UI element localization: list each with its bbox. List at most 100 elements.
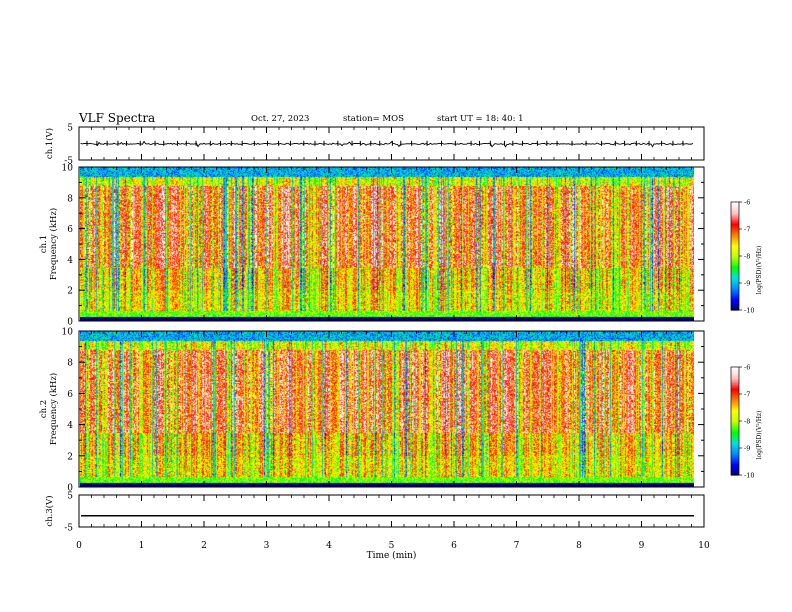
x-tick-label: 10: [698, 541, 710, 551]
colorbar-segment: [731, 229, 739, 232]
colorbar-segment: [731, 448, 739, 451]
colorbar-segment: [731, 243, 739, 246]
colorbar-segment: [731, 211, 739, 214]
ch1-spectrogram-panel: 0 2 4 6 8 10 ch.1 Frequency (kHz): [39, 164, 705, 328]
colorbar-segment: [731, 440, 739, 444]
y-tick-label: 8: [67, 194, 73, 204]
x-tick-label: 1: [139, 541, 145, 551]
colorbar-segment: [731, 395, 739, 399]
colorbar-segment: [731, 279, 739, 282]
colorbar-segment: [731, 406, 739, 409]
chart-title: VLF Spectra: [79, 111, 156, 125]
colorbar-segment: [731, 458, 739, 462]
colorbar-segment: [731, 421, 739, 424]
colorbar-segment: [731, 297, 739, 300]
colorbar-segment: [731, 245, 739, 248]
colorbar-segment: [731, 265, 739, 268]
y-tick-label: 8: [67, 359, 73, 369]
colorbar-segment: [731, 379, 739, 382]
colorbar-label: log(PSD)(V²/Hz): [756, 246, 763, 295]
colorbar-segment: [731, 370, 739, 373]
colorbar-segment: [731, 381, 739, 384]
x-tick-label: 3: [264, 541, 270, 551]
colorbar-tick-label: -10: [744, 472, 754, 480]
colorbar-segment: [731, 261, 739, 264]
colorbar-segment: [731, 263, 739, 266]
colorbar-segment: [731, 435, 739, 438]
ch3-waveform-panel: 5 -5 ch.3(V): [44, 492, 705, 534]
y-axis-label-channel: ch.1: [39, 235, 49, 253]
ch2-spectrogram-panel: 0 2 4 6 8 10 ch.2 Frequency (kHz): [39, 328, 705, 494]
colorbar-segment: [731, 221, 739, 225]
colorbar-segment: [731, 388, 739, 391]
colorbar-segment: [731, 232, 739, 235]
colorbar-segment: [731, 437, 739, 440]
ch1-voltage-trace: [80, 140, 694, 148]
colorbar-segment: [731, 368, 739, 372]
colorbar-segment: [731, 439, 739, 442]
y-tick-label: 10: [62, 328, 74, 338]
colorbar-tick-label: -8: [744, 418, 750, 426]
colorbar-segment: [731, 383, 739, 386]
colorbar-segment: [731, 301, 739, 304]
colorbar-segment: [731, 431, 739, 435]
y-tick-label: 2: [67, 287, 73, 297]
colorbar-segment: [731, 241, 739, 244]
colorbar-segment: [731, 238, 739, 241]
colorbar-segment: [731, 386, 739, 390]
colorbar-segment: [731, 227, 739, 230]
colorbar-segment: [731, 283, 739, 286]
colorbar-segment: [731, 259, 739, 262]
colorbar-segment: [731, 274, 739, 277]
x-axis-label: Time (min): [367, 550, 417, 561]
x-tick-label: 5: [389, 541, 395, 551]
colorbar-segment: [731, 257, 739, 261]
date-label: Oct. 27, 2023: [251, 114, 310, 124]
colorbar-segment: [731, 464, 739, 467]
colorbar-segment: [731, 473, 739, 476]
colorbar-segment: [731, 408, 739, 411]
colorbar-segment: [731, 306, 739, 309]
colorbar-tick-label: -9: [744, 445, 750, 453]
colorbar-segment: [731, 272, 739, 275]
colorbar-segment: [731, 268, 739, 271]
colorbar-segment: [731, 374, 739, 377]
colorbar-segment: [731, 377, 739, 381]
spectrogram-image: [80, 331, 694, 487]
colorbar-segment: [731, 254, 739, 257]
colorbar-segment: [731, 444, 739, 447]
colorbar-segment: [731, 256, 739, 259]
colorbar-segment: [731, 467, 739, 471]
colorbar-tick-label: -10: [744, 307, 754, 315]
y-tick-label: 6: [67, 390, 73, 400]
colorbar-segment: [731, 390, 739, 393]
colorbar-segment: [731, 234, 739, 237]
colorbar-segment: [731, 239, 739, 243]
colorbar-tick-label: -7: [744, 391, 750, 399]
colorbar-segment: [731, 247, 739, 250]
x-tick-label: 2: [201, 541, 207, 551]
colorbar-segment: [731, 449, 739, 453]
start-time-label: start UT = 18: 40: 1: [437, 114, 524, 124]
colorbar-segment: [731, 460, 739, 463]
colorbar-segment: [731, 214, 739, 217]
colorbar-segment: [731, 455, 739, 458]
y-tick-label: 0: [67, 318, 73, 328]
y-axis-label-frequency: Frequency (kHz): [48, 208, 59, 280]
y-tick-label: 10: [62, 164, 74, 174]
colorbar-segment: [731, 223, 739, 226]
colorbar-segment: [731, 430, 739, 433]
colorbar-segment: [731, 308, 739, 311]
time-axis: 0 1 2 3 4 5 6 7 8 9 10 Time (min): [76, 541, 710, 561]
colorbar-segment: [731, 216, 739, 219]
x-tick-label: 0: [76, 541, 82, 551]
colorbar-segment: [731, 207, 739, 210]
colorbar-label: log(PSD)(V²/Hz): [756, 411, 763, 460]
colorbar-segment: [731, 250, 739, 253]
y-axis-label-channel: ch.2: [39, 400, 49, 418]
colorbar-segment: [731, 376, 739, 379]
y-tick-label: 0: [67, 484, 73, 494]
colorbar-segment: [731, 403, 739, 406]
colorbar-segment: [731, 292, 739, 295]
